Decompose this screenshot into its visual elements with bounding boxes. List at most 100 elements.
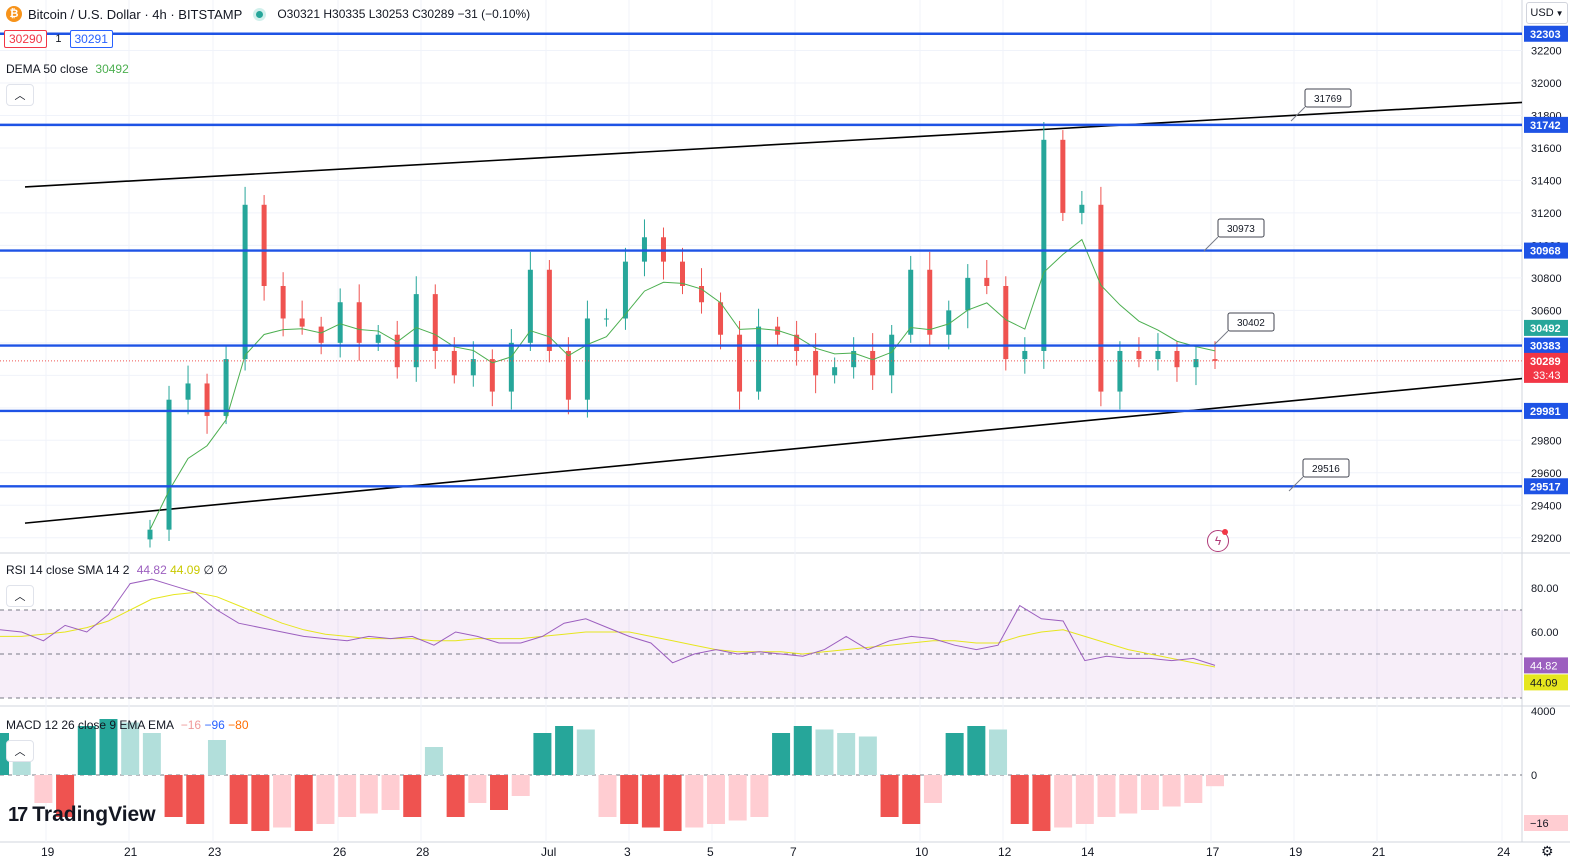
candle-40 xyxy=(908,255,914,343)
tradingview-logo-text: TradingView xyxy=(32,803,156,826)
candle-39 xyxy=(889,324,895,394)
macd-hist-bar-6 xyxy=(121,722,140,775)
candle-6 xyxy=(261,195,267,301)
candle-body xyxy=(242,204,248,360)
settings-gear-icon[interactable]: ⚙ xyxy=(1541,843,1554,859)
y-tick-31200: 31200 xyxy=(1531,208,1562,220)
macd-hist-bar-29 xyxy=(620,775,639,824)
macd-hist-bar-21 xyxy=(446,775,465,817)
level-tag-31742 xyxy=(1524,116,1568,133)
dema-label: DEMA 50 close xyxy=(6,62,89,76)
macd-hist-bar-34 xyxy=(728,775,747,821)
rsi-sma-line xyxy=(0,591,1216,668)
candle-12 xyxy=(375,324,381,351)
macd-hist-bar-48 xyxy=(1032,775,1051,831)
macd-hist-bar-35 xyxy=(750,775,769,817)
candle-body xyxy=(147,529,153,540)
candle-body xyxy=(299,318,305,327)
macd-hist-bar-55 xyxy=(1184,775,1203,803)
candle-15 xyxy=(432,284,438,369)
ohlc-readout: O30321 H30335 L30253 C30289 −31 (−0.10%) xyxy=(277,7,531,21)
candle-body xyxy=(851,350,857,368)
candle-body xyxy=(508,342,514,392)
candle-body xyxy=(1041,139,1047,351)
candle-body xyxy=(756,326,762,392)
y-tick-30800: 30800 xyxy=(1531,273,1562,285)
candle-body xyxy=(984,277,990,286)
callout-box-31769 xyxy=(1304,88,1352,108)
macd-hist-bar-9 xyxy=(186,775,205,824)
candle-body xyxy=(356,302,362,343)
callout-box-30973 xyxy=(1217,218,1265,238)
tradingview-mark-icon: 17 xyxy=(8,803,28,826)
sell-button[interactable]: 30290 xyxy=(4,30,48,48)
dema-legend[interactable]: DEMA 50 close 30492 xyxy=(6,62,129,76)
macd-legend[interactable]: MACD 12 26 close 9 EMA EMA −16 −96 −80 xyxy=(6,718,249,732)
candle-body xyxy=(470,359,476,376)
y-tick-29400: 29400 xyxy=(1531,500,1562,512)
callout-pointer-30973 xyxy=(1203,236,1219,252)
macd-hist-bar-39 xyxy=(837,733,856,775)
rsi-tick-80.00: 80.00 xyxy=(1531,583,1559,595)
macd-tick-0: 0 xyxy=(1531,770,1537,782)
callout-box-29516 xyxy=(1302,458,1350,478)
macd-hist-bar-30 xyxy=(641,775,660,828)
macd-hist-axis-label: −16 xyxy=(1530,818,1549,830)
candle-body xyxy=(1060,139,1066,213)
candle-44 xyxy=(984,260,990,295)
candle-26 xyxy=(641,219,647,277)
candle-35 xyxy=(813,333,819,394)
y-tick-29200: 29200 xyxy=(1531,533,1562,545)
candle-body xyxy=(185,383,191,400)
macd-hist-bar-3 xyxy=(56,775,75,817)
rsi-value-tag xyxy=(1524,657,1568,674)
dema-line xyxy=(149,238,1216,530)
macd-hist-bar-25 xyxy=(533,733,552,775)
macd-hist-bar-51 xyxy=(1097,775,1116,817)
level-label-30383: 30383 xyxy=(1530,341,1561,353)
macd-hist-bar-17 xyxy=(359,775,378,814)
trendline-upper xyxy=(24,101,1523,188)
macd-hist-bar-45 xyxy=(967,726,986,775)
candle-body xyxy=(1136,350,1142,360)
collapse-macd-button[interactable]: ︿ xyxy=(6,740,34,762)
candle-body xyxy=(1022,350,1028,360)
collapse-legend-button[interactable]: ︿ xyxy=(6,84,34,106)
y-tick-29600: 29600 xyxy=(1531,468,1562,480)
chevron-up-icon: ︿ xyxy=(14,90,26,102)
macd-hist-bar-33 xyxy=(706,775,725,824)
macd-hist-bar-13 xyxy=(273,775,292,828)
callout-label-30973: 30973 xyxy=(1227,224,1255,235)
rsi-tick-60.00: 60.00 xyxy=(1531,627,1559,639)
candle-body xyxy=(223,359,229,416)
flash-icon[interactable]: ϟ xyxy=(1207,530,1229,552)
candle-body xyxy=(394,334,400,368)
candle-body xyxy=(166,399,172,530)
candle-body xyxy=(1098,204,1104,392)
rsi-legend[interactable]: RSI 14 close SMA 14 2 44.82 44.09 ∅ ∅ xyxy=(6,563,228,577)
candle-1 xyxy=(166,385,172,542)
candle-body xyxy=(489,359,495,392)
currency-selector[interactable]: USD ▼ xyxy=(1526,2,1568,24)
candle-body xyxy=(718,302,724,335)
candle-body xyxy=(280,286,286,319)
candle-body xyxy=(908,269,914,335)
candle-body xyxy=(1003,286,1009,360)
candle-24 xyxy=(603,308,609,327)
candle-body xyxy=(1174,350,1180,368)
y-tick-32000: 32000 xyxy=(1531,78,1562,90)
buy-button[interactable]: 30291 xyxy=(69,30,113,48)
symbol-title[interactable]: Bitcoin / U.S. Dollar · 4h · BITSTAMP xyxy=(28,6,243,22)
currency-label: USD xyxy=(1530,7,1554,19)
y-tick-30600: 30600 xyxy=(1531,305,1562,317)
candle-0 xyxy=(147,519,153,548)
candle-41 xyxy=(927,251,933,347)
level-tag-29981 xyxy=(1524,402,1568,419)
macd-hist-bar-15 xyxy=(316,775,335,824)
candle-5 xyxy=(242,186,248,371)
level-tag-30383 xyxy=(1524,337,1568,354)
chevron-down-icon: ▼ xyxy=(1555,8,1564,18)
collapse-rsi-button[interactable]: ︿ xyxy=(6,585,34,607)
callout-label-30402: 30402 xyxy=(1237,318,1265,329)
